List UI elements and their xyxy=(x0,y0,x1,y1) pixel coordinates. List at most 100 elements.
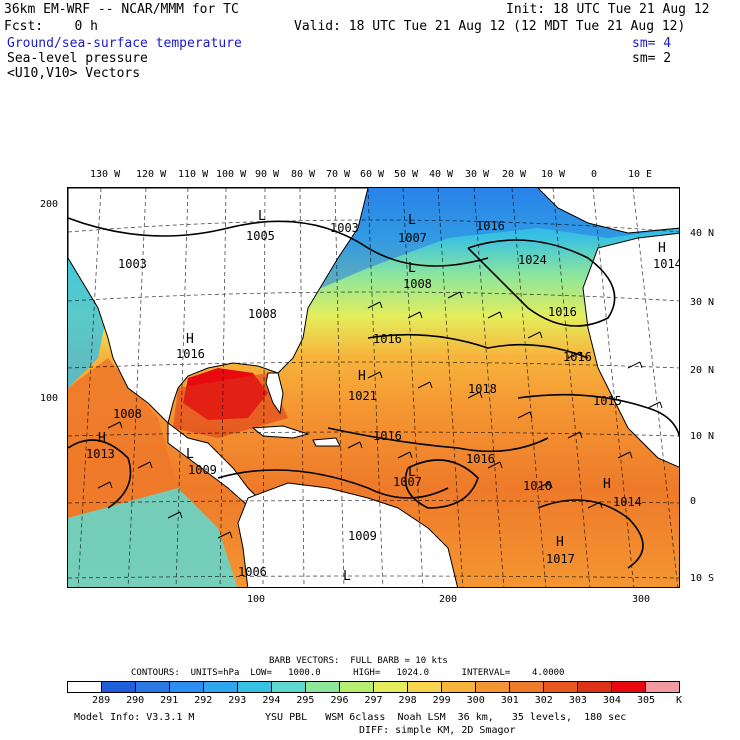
lon-label: 10 E xyxy=(628,169,653,180)
pressure-label: 1008 xyxy=(113,407,142,421)
grid-label-left: 100 xyxy=(40,393,59,404)
lat-label: 0 xyxy=(690,496,697,507)
colorbar-label: 294 xyxy=(262,695,281,706)
low-center: L xyxy=(258,209,266,224)
africa-land xyxy=(582,232,679,468)
wind-barbs xyxy=(97,291,663,539)
pressure-label: 1009 xyxy=(188,463,217,477)
high-center: H xyxy=(98,431,106,446)
colorbar-label: 298 xyxy=(398,695,417,706)
lon-label: 90 W xyxy=(255,169,280,180)
colorbar-label: 299 xyxy=(432,695,451,706)
model-info: Model Info: V3.3.1 M xyxy=(74,712,195,723)
colorbar-swatch xyxy=(373,682,407,692)
pressure-label: 1016 xyxy=(466,452,495,466)
high-center: H xyxy=(358,369,366,384)
pacific-warm-band xyxy=(68,358,178,518)
lon-label: 10 W xyxy=(541,169,566,180)
colorbar-label: 296 xyxy=(330,695,349,706)
high-center: H xyxy=(556,535,564,550)
pressure-label: 1008 xyxy=(403,277,432,291)
colorbar-swatch xyxy=(203,682,237,692)
pressure-label: 1003 xyxy=(330,221,359,235)
colorbar-label: 303 xyxy=(568,695,587,706)
colorbar-swatch xyxy=(475,682,509,692)
high-center: H xyxy=(603,477,611,492)
temperature-colorbar xyxy=(67,681,680,693)
forecast-hour: Fcst: 0 h xyxy=(4,19,98,34)
pacific-south-cool xyxy=(68,488,238,587)
colorbar-swatch xyxy=(509,682,543,692)
lon-label: 0 xyxy=(591,169,598,180)
pressure-label: 1021 xyxy=(348,389,377,403)
pressure-label: 1009 xyxy=(348,529,377,543)
lat-label: 10 N xyxy=(690,431,715,442)
lat-label: 10 S xyxy=(690,573,715,584)
lon-label: 130 W xyxy=(90,169,121,180)
florida-peninsula xyxy=(265,372,284,415)
pressure-label: 1003 xyxy=(118,257,147,271)
colorbar-label: 301 xyxy=(500,695,519,706)
pressure-label: 1016 xyxy=(548,305,577,319)
grid-label-left: 200 xyxy=(40,199,59,210)
pressure-label: 1006 xyxy=(238,565,267,579)
diffusion-info: DIFF: simple KM, 2D Smagor xyxy=(359,725,516,736)
colorbar-swatch xyxy=(577,682,611,692)
colorbar-label: 297 xyxy=(364,695,383,706)
low-center: L xyxy=(408,465,416,480)
field-wind-label: <U10,V10> Vectors xyxy=(7,66,141,81)
colorbar-label: 290 xyxy=(126,695,145,706)
colorbar-label: 291 xyxy=(160,695,179,706)
isobars xyxy=(68,217,679,569)
field-slp-smoothing: sm= 2 xyxy=(632,51,672,66)
low-center: L xyxy=(408,261,416,276)
pressure-label: 1013 xyxy=(86,447,115,461)
colorbar-label: 302 xyxy=(534,695,553,706)
colorbar-swatch xyxy=(169,682,203,692)
low-center: L xyxy=(343,569,351,584)
lon-label: 110 W xyxy=(178,169,209,180)
low-center: L xyxy=(186,447,194,462)
pressure-label: 1015 xyxy=(593,394,622,408)
lat-label: 30 N xyxy=(690,297,715,308)
pressure-label: 1007 xyxy=(393,475,422,489)
lon-label: 80 W xyxy=(291,169,316,180)
grid-label-bottom: 100 xyxy=(247,594,266,605)
weather-map: 1005 1003 1007 1016 1003 1008 1024 1016 … xyxy=(67,187,680,588)
lat-label: 20 N xyxy=(690,365,715,376)
colorbar-swatch xyxy=(101,682,135,692)
colorbar-swatch xyxy=(68,682,101,692)
barb-legend: BARB VECTORS: FULL BARB = 10 kts xyxy=(269,656,448,666)
pressure-label: 1016 xyxy=(176,347,205,361)
lon-label: 40 W xyxy=(429,169,454,180)
pressure-label: 1014 xyxy=(613,495,642,509)
valid-time: Valid: 18 UTC Tue 21 Aug 12 (12 MDT Tue … xyxy=(294,19,686,34)
colorbar-swatch xyxy=(339,682,373,692)
lon-label: 30 W xyxy=(465,169,490,180)
lon-label: 50 W xyxy=(394,169,419,180)
colorbar-swatch xyxy=(441,682,475,692)
pressure-label: 1016 xyxy=(476,219,505,233)
colorbar-swatch xyxy=(645,682,679,692)
south-america-land xyxy=(237,482,459,587)
gulf-warm xyxy=(173,373,288,438)
colorbar-label: 289 xyxy=(92,695,111,706)
low-center: L xyxy=(408,213,416,228)
pressure-label: 1017 xyxy=(546,552,575,566)
lon-label: 70 W xyxy=(326,169,351,180)
colorbar-label: 304 xyxy=(602,695,621,706)
europe-land xyxy=(537,188,679,234)
lon-label: 60 W xyxy=(360,169,385,180)
pressure-label: 1016 xyxy=(523,479,552,493)
colorbar-swatch xyxy=(237,682,271,692)
lon-label: 120 W xyxy=(136,169,167,180)
model-title: 36km EM-WRF -- NCAR/MMM for TC xyxy=(4,2,239,17)
high-center: H xyxy=(658,241,666,256)
hispaniola-island xyxy=(312,437,341,447)
grid-label-bottom: 200 xyxy=(439,594,458,605)
high-center: H xyxy=(186,332,194,347)
colorbar-swatch xyxy=(305,682,339,692)
lon-label: 20 W xyxy=(502,169,527,180)
scale-unit: K xyxy=(676,695,683,706)
colorbar-swatch xyxy=(271,682,305,692)
